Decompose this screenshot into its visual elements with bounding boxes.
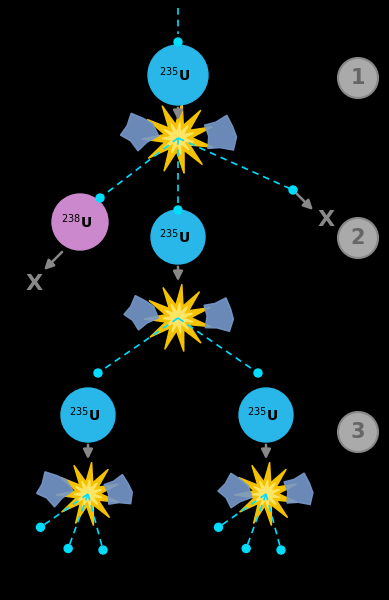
- Polygon shape: [218, 473, 252, 508]
- Circle shape: [277, 546, 285, 554]
- Circle shape: [239, 388, 293, 442]
- Circle shape: [61, 388, 115, 442]
- Circle shape: [338, 412, 378, 452]
- Circle shape: [338, 218, 378, 258]
- Polygon shape: [74, 479, 102, 508]
- Text: $^{235}$U: $^{235}$U: [247, 406, 279, 424]
- Polygon shape: [142, 102, 213, 173]
- Circle shape: [64, 545, 72, 553]
- Polygon shape: [163, 303, 193, 333]
- Circle shape: [37, 523, 44, 531]
- Polygon shape: [121, 113, 159, 151]
- Polygon shape: [56, 462, 119, 526]
- Text: $^{235}$U: $^{235}$U: [159, 66, 191, 84]
- Circle shape: [289, 186, 297, 194]
- Polygon shape: [205, 115, 237, 150]
- Circle shape: [148, 45, 208, 105]
- Text: $^{238}$U: $^{238}$U: [61, 212, 93, 231]
- Polygon shape: [284, 473, 313, 505]
- Text: 1: 1: [351, 68, 365, 88]
- Circle shape: [338, 58, 378, 98]
- Polygon shape: [37, 472, 73, 507]
- Circle shape: [242, 545, 250, 553]
- Circle shape: [94, 369, 102, 377]
- Text: X: X: [317, 210, 335, 230]
- Polygon shape: [204, 298, 233, 331]
- Polygon shape: [252, 479, 280, 508]
- Text: $^{235}$U: $^{235}$U: [159, 227, 191, 246]
- Text: 2: 2: [351, 228, 365, 248]
- Circle shape: [254, 369, 262, 377]
- Circle shape: [174, 206, 182, 214]
- Text: X: X: [25, 274, 42, 294]
- Polygon shape: [104, 475, 132, 504]
- Circle shape: [96, 194, 104, 202]
- Circle shape: [214, 523, 223, 531]
- Polygon shape: [124, 296, 158, 330]
- Polygon shape: [144, 284, 211, 352]
- Circle shape: [52, 194, 108, 250]
- Polygon shape: [234, 462, 297, 526]
- Circle shape: [99, 546, 107, 554]
- Text: 3: 3: [351, 422, 365, 442]
- Polygon shape: [162, 122, 194, 154]
- Circle shape: [151, 210, 205, 264]
- Circle shape: [174, 38, 182, 46]
- Text: $^{235}$U: $^{235}$U: [70, 406, 100, 424]
